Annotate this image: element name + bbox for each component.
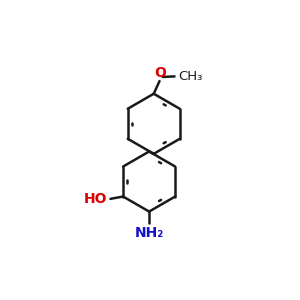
Text: NH₂: NH₂: [134, 226, 164, 240]
Text: CH₃: CH₃: [178, 70, 202, 83]
Text: HO: HO: [83, 192, 107, 206]
Text: O: O: [155, 66, 167, 80]
